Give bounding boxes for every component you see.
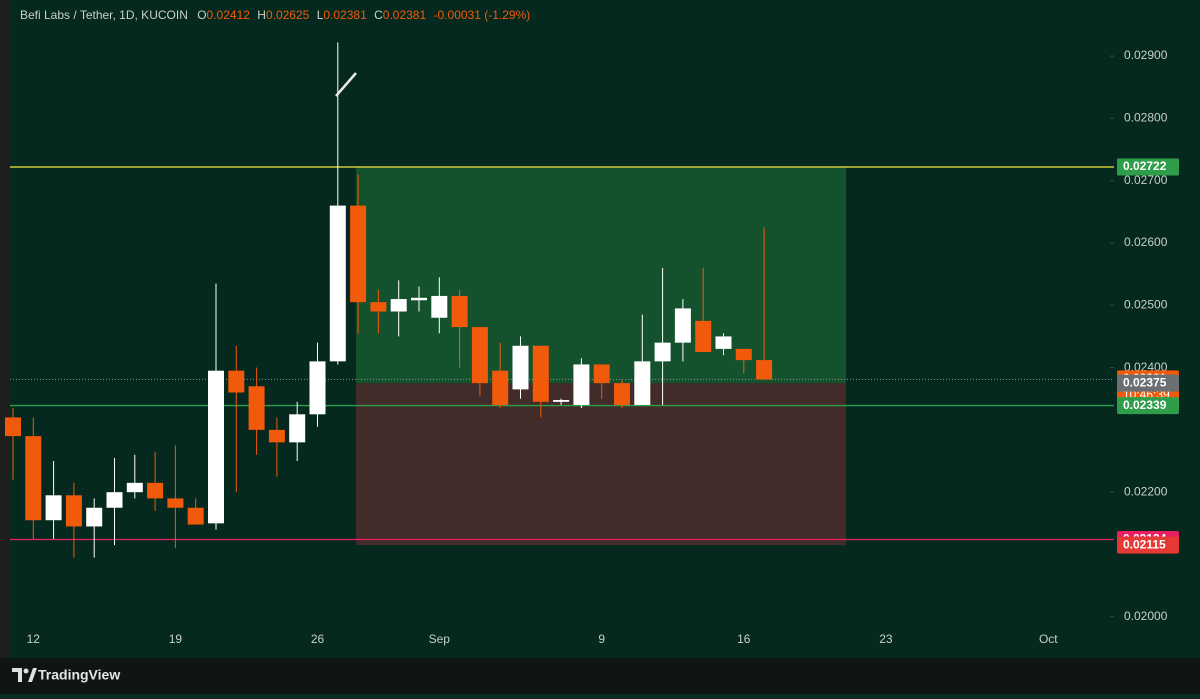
chart-header: Befi Labs / Tether, 1D, KUCOIN O0.02412 …	[20, 8, 530, 22]
candle-body	[309, 361, 326, 415]
profit-zone	[356, 166, 846, 384]
brand-logo: TradingView	[12, 667, 120, 683]
candle-body	[86, 507, 103, 527]
candle-body	[553, 399, 570, 402]
candle-body	[390, 299, 407, 312]
candle-body	[532, 345, 549, 402]
y-tick-label: 0.02700	[1124, 173, 1168, 187]
candle-body	[654, 342, 671, 362]
candle-body	[45, 495, 62, 521]
x-tick-label: Sep	[429, 632, 451, 646]
candle-body	[167, 498, 184, 508]
candle-body	[248, 386, 265, 430]
price-label-box	[1117, 374, 1179, 392]
legend-label: H	[257, 8, 266, 22]
drawing-stroke	[335, 72, 357, 97]
candle-body	[106, 492, 123, 508]
candle-body	[695, 320, 712, 353]
position-layer	[356, 166, 846, 546]
logo-mark	[28, 668, 37, 682]
candle-body	[411, 297, 427, 301]
candle-body	[593, 364, 610, 384]
x-tick-label: 19	[169, 632, 183, 646]
candle-body	[5, 417, 21, 437]
candle-body	[370, 302, 387, 312]
candle-body	[289, 414, 306, 443]
x-tick-label: 12	[27, 632, 41, 646]
x-tick-label: 9	[598, 632, 605, 646]
candle-body	[65, 495, 82, 527]
y-tick-label: 0.02800	[1124, 111, 1168, 125]
logo-mark	[23, 668, 29, 674]
legend-change: -0.00031 (-1.29%)	[434, 8, 531, 22]
chart-title: Befi Labs / Tether, 1D, KUCOIN	[20, 8, 188, 22]
price-label-box	[1117, 536, 1179, 554]
price-label: 0.02375	[1123, 375, 1167, 389]
price-label-box	[1117, 158, 1179, 176]
left-strip	[0, 0, 10, 660]
candle-body	[512, 345, 529, 390]
candle-body	[228, 370, 245, 393]
axis-layer: 0.02000 0.02200 0.02400 0.02500 0.02600 0.027…	[27, 48, 1168, 646]
candle-body	[492, 370, 509, 405]
x-tick-label: Oct	[1039, 632, 1058, 646]
candle-body	[451, 295, 468, 328]
candle-body	[634, 361, 651, 405]
footer-bar	[0, 658, 1200, 694]
x-tick-label: 16	[737, 632, 751, 646]
price-label-layer: 0.027220.027220.0238110:46:390.023750.02…	[1117, 158, 1179, 554]
legend-value: 0.02381	[383, 8, 427, 22]
candle-body	[735, 348, 752, 361]
y-tick-label: 0.02600	[1124, 235, 1168, 249]
candle-body	[126, 482, 143, 493]
legend-value: 0.02412	[207, 8, 251, 22]
legend-value: 0.02625	[266, 8, 310, 22]
candle-body	[187, 507, 204, 525]
y-tick-label: 0.02000	[1124, 609, 1168, 623]
price-line-layer	[10, 166, 1114, 541]
candle-body	[756, 360, 773, 380]
price-label: 0.02339	[1123, 398, 1167, 412]
price-label-box	[1117, 397, 1179, 415]
candle-layer	[5, 42, 773, 558]
y-tick-label: 0.02400	[1124, 360, 1168, 374]
candle-body	[208, 370, 224, 524]
candle-body	[147, 482, 164, 499]
candle-body	[471, 327, 488, 384]
price-label: 0.02115	[1123, 537, 1166, 551]
y-tick-label: 0.02500	[1124, 297, 1168, 311]
y-tick-label: 0.02200	[1124, 484, 1168, 498]
candle-body	[329, 205, 346, 362]
x-tick-label: 23	[879, 632, 893, 646]
candle-body	[674, 308, 691, 343]
brand-name: TradingView	[38, 667, 120, 683]
candle-body	[614, 383, 630, 405]
x-tick-label: 26	[311, 632, 325, 646]
logo-mark	[12, 668, 22, 682]
candle-body	[431, 295, 448, 318]
price-label: 0.02722	[1123, 159, 1167, 173]
y-tick-label: 0.02900	[1124, 48, 1168, 62]
loss-zone	[356, 383, 846, 546]
candle-body	[25, 436, 42, 521]
candle-body	[573, 364, 590, 405]
candle-body	[715, 336, 732, 349]
legend-label: L	[317, 8, 324, 22]
candle-body	[350, 205, 367, 303]
legend-value: 0.02381	[323, 8, 367, 22]
candle-body	[268, 429, 285, 443]
legend-label: C	[374, 8, 383, 22]
legend-label: O	[197, 8, 206, 22]
